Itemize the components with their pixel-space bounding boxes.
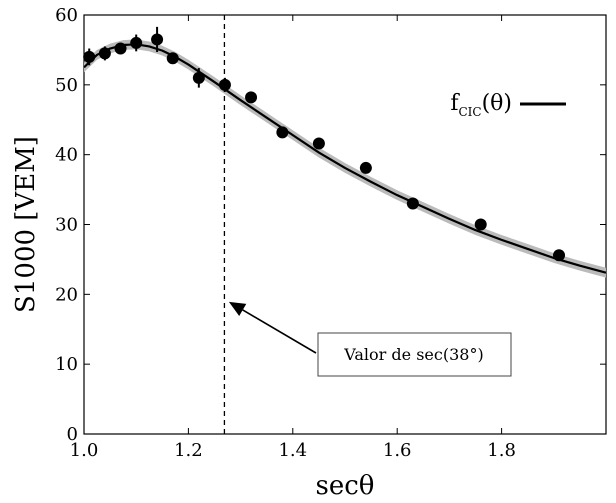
data-points-group [83, 26, 566, 262]
data-point [166, 52, 179, 65]
data-point [553, 249, 566, 262]
annotation-box [317, 332, 512, 377]
y-tick-label: 50 [55, 75, 78, 96]
x-axis-ticks: 1.0 1.2 1.4 1.6 1.8 [70, 15, 516, 461]
y-tick-label: 20 [55, 284, 78, 305]
annotation: Valor de sec(38°) [228, 301, 512, 377]
data-point [245, 91, 258, 104]
y-tick-label: 40 [55, 145, 78, 166]
data-point [359, 161, 372, 174]
legend-label: fCIC(θ) [450, 91, 512, 119]
x-axis-title: secθ [316, 471, 375, 501]
fit-line-group [83, 43, 607, 274]
data-point [312, 137, 325, 150]
y-axis-ticks: 0 10 20 30 40 50 60 [55, 5, 606, 445]
fit-band-group [84, 39, 606, 278]
y-tick-label: 10 [55, 354, 78, 375]
y-axis-title: S1000 [VEM] [11, 136, 41, 313]
data-point [276, 126, 289, 139]
x-tick-label: 1.8 [487, 440, 516, 461]
data-point [474, 218, 487, 231]
x-tick-label: 1.4 [278, 440, 307, 461]
legend-label-subscript: CIC [458, 105, 481, 119]
legend-label-args: (θ) [482, 91, 512, 116]
x-tick-label: 1.2 [174, 440, 203, 461]
data-point [406, 197, 419, 210]
data-point [192, 71, 205, 84]
y-tick-label: 30 [55, 215, 78, 236]
data-point [114, 42, 127, 55]
annotation-text: Valor de sec(38°) [343, 345, 483, 364]
annotation-arrowhead [228, 301, 247, 316]
data-point [218, 78, 231, 91]
data-point [83, 50, 96, 63]
y-tick-label: 60 [55, 5, 78, 26]
legend: fCIC(θ) [450, 91, 566, 119]
fit-line [83, 43, 607, 274]
data-point [151, 33, 164, 46]
fit-uncertainty-band [84, 39, 606, 278]
x-tick-label: 1.0 [70, 440, 99, 461]
legend-label-main: f [450, 91, 460, 116]
data-point [98, 47, 111, 60]
data-point [130, 36, 143, 49]
y-tick-label: 0 [67, 424, 78, 445]
x-tick-label: 1.6 [383, 440, 412, 461]
annotation-arrow [242, 309, 317, 354]
